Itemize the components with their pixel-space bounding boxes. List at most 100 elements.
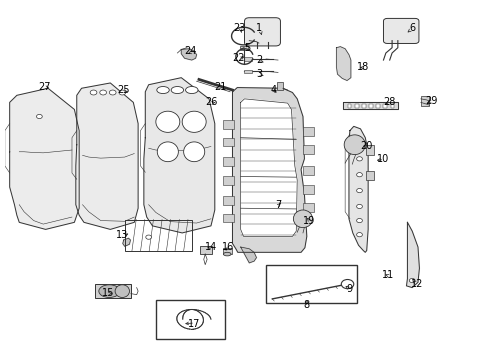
Circle shape [119, 90, 125, 95]
Ellipse shape [157, 142, 178, 162]
Ellipse shape [344, 135, 365, 154]
Text: 27: 27 [39, 81, 51, 91]
Bar [361, 104, 365, 108]
Text: 22: 22 [232, 53, 244, 63]
Text: 9: 9 [346, 284, 352, 294]
Text: 1: 1 [255, 23, 262, 33]
Polygon shape [348, 126, 367, 252]
Polygon shape [336, 47, 350, 81]
Bar [390, 104, 394, 108]
Text: 10: 10 [377, 154, 389, 164]
Text: 25: 25 [117, 85, 130, 95]
Bar [239, 46, 248, 50]
Circle shape [356, 157, 362, 161]
Ellipse shape [115, 285, 129, 297]
Bar [365, 145, 374, 155]
Ellipse shape [99, 285, 120, 297]
Bar [420, 96, 428, 106]
Bar [354, 104, 358, 108]
Text: 28: 28 [382, 98, 395, 107]
Bar [368, 104, 372, 108]
Polygon shape [240, 247, 256, 263]
Bar [223, 157, 233, 166]
Ellipse shape [223, 252, 231, 256]
Circle shape [356, 172, 362, 177]
Ellipse shape [156, 111, 180, 132]
Text: 18: 18 [357, 62, 369, 72]
Bar [303, 145, 313, 154]
Polygon shape [181, 49, 196, 60]
Bar [303, 203, 313, 212]
Text: 7: 7 [274, 200, 281, 210]
Bar [347, 104, 351, 108]
Circle shape [109, 90, 116, 95]
Text: 6: 6 [408, 23, 414, 33]
Text: 3: 3 [255, 69, 262, 79]
Polygon shape [143, 78, 214, 233]
Text: 11: 11 [381, 270, 394, 280]
Text: 24: 24 [184, 46, 197, 56]
Polygon shape [10, 88, 79, 229]
Ellipse shape [171, 86, 183, 94]
Bar [277, 82, 282, 90]
Bar [303, 185, 313, 194]
Text: 19: 19 [303, 216, 315, 226]
Polygon shape [406, 222, 419, 288]
Text: 14: 14 [204, 242, 217, 252]
Polygon shape [342, 102, 397, 109]
Text: 4: 4 [270, 85, 276, 95]
Text: 17: 17 [187, 319, 200, 329]
Bar [376, 104, 379, 108]
Text: 29: 29 [425, 96, 437, 105]
Text: 15: 15 [102, 288, 114, 298]
Text: 23: 23 [233, 23, 245, 33]
Bar [95, 284, 131, 298]
Bar [223, 248, 231, 254]
Circle shape [356, 189, 362, 193]
Bar [223, 176, 233, 185]
Ellipse shape [157, 86, 169, 94]
Text: 13: 13 [116, 230, 128, 240]
Ellipse shape [293, 210, 312, 228]
Circle shape [356, 233, 362, 237]
Circle shape [90, 90, 97, 95]
FancyBboxPatch shape [383, 18, 418, 44]
Circle shape [341, 279, 353, 289]
Text: 21: 21 [214, 81, 226, 91]
Text: 8: 8 [303, 300, 309, 310]
Text: 20: 20 [360, 141, 372, 152]
Bar [156, 300, 225, 339]
Circle shape [356, 219, 362, 223]
Bar [223, 213, 233, 222]
Ellipse shape [182, 111, 206, 132]
Text: 16: 16 [221, 242, 233, 252]
Text: 5: 5 [244, 43, 249, 53]
Circle shape [37, 114, 42, 118]
Circle shape [100, 90, 106, 95]
Text: 12: 12 [410, 279, 422, 289]
Bar [383, 104, 386, 108]
Bar [124, 220, 191, 251]
Bar [200, 246, 212, 254]
Ellipse shape [185, 86, 198, 94]
Bar [223, 196, 233, 205]
Ellipse shape [183, 142, 204, 162]
Text: 2: 2 [255, 55, 262, 65]
Bar [243, 57, 252, 61]
Polygon shape [76, 83, 138, 229]
Polygon shape [232, 87, 306, 252]
FancyBboxPatch shape [244, 18, 280, 46]
Bar [223, 138, 233, 147]
Polygon shape [240, 99, 297, 237]
Bar [265, 265, 356, 303]
Bar [303, 166, 313, 175]
Circle shape [356, 143, 362, 147]
Circle shape [408, 278, 414, 283]
Polygon shape [122, 238, 130, 246]
Bar [303, 127, 313, 136]
Text: 26: 26 [204, 98, 217, 107]
Circle shape [145, 235, 151, 239]
Circle shape [356, 204, 362, 208]
Bar [223, 120, 233, 129]
Bar [243, 69, 252, 73]
